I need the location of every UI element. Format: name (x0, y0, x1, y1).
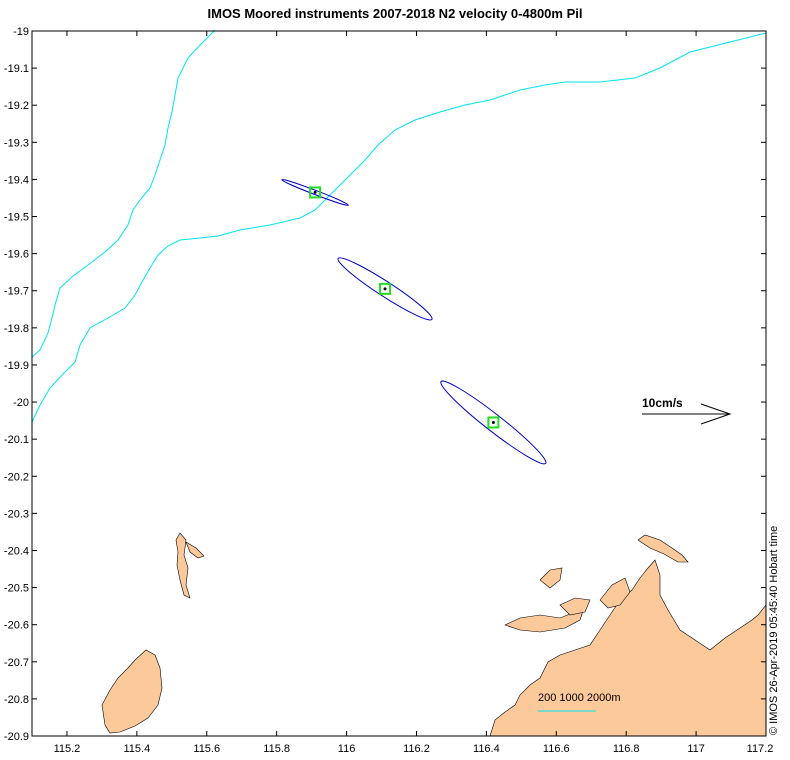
y-tick-label: -19.4 (4, 174, 29, 186)
tidal-ellipse (337, 257, 433, 321)
bathymetry-contours (31, 29, 767, 423)
depth-legend-label: 200 1000 2000m (538, 692, 621, 704)
x-tick-label: 115.6 (193, 743, 220, 755)
land-polygon (599, 577, 631, 609)
y-axis-ticks: -19 -19.1 -19.2 -19.3 -19.4 -19.5 -19.6 -19.7 -1… (4, 26, 766, 743)
mooring-marker[interactable] (309, 186, 322, 199)
x-tick-label: 116.6 (543, 743, 570, 755)
y-tick-label: -19.6 (4, 249, 29, 261)
y-tick-label: -19 (13, 26, 29, 38)
y-tick-label: -20.7 (4, 657, 29, 669)
y-tick-label: -20.6 (4, 620, 29, 632)
y-tick-label: -20.1 (4, 434, 29, 446)
y-tick-label: -19.7 (4, 286, 29, 298)
x-tick-label: 115.8 (263, 743, 290, 755)
depth-legend: 200 1000 2000m (538, 692, 621, 712)
land-polygon (559, 597, 591, 616)
x-tick-label: 116.2 (403, 743, 430, 755)
x-tick-label: 117.2 (747, 743, 774, 755)
velocity-scale: 10cm/s (642, 396, 732, 425)
x-tick-label: 117 (687, 743, 705, 755)
depth-contour-line (31, 32, 767, 423)
y-tick-label: -20.9 (4, 731, 29, 743)
x-tick-label: 116.8 (613, 743, 640, 755)
land-polygon (489, 559, 767, 737)
x-tick-label: 116 (338, 743, 356, 755)
y-tick-label: -20.4 (4, 545, 29, 557)
y-tick-label: -20.5 (4, 583, 29, 595)
plot-frame (31, 30, 767, 737)
x-tick-label: 115.2 (54, 743, 81, 755)
y-tick-label: -19.2 (4, 100, 29, 112)
y-tick-label: -19.5 (4, 212, 29, 224)
y-tick-label: -20.3 (4, 508, 29, 520)
credit-label: © IMOS 26-Apr-2019 05:45:40 Hobart time (768, 526, 780, 735)
land-polygon (101, 649, 163, 734)
tidal-ellipse (281, 178, 349, 206)
map-title: IMOS Moored instruments 2007-2018 N2 vel… (207, 6, 583, 21)
land-polygon (185, 541, 205, 559)
mooring-marker[interactable] (487, 416, 500, 429)
x-axis-ticks: 115.2 115.4 115.6 115.8 116 116.2 116.4 116.6 11… (54, 31, 774, 755)
y-tick-label: -20.8 (4, 694, 29, 706)
y-tick-label: -19.3 (4, 137, 29, 149)
tidal-ellipse (440, 380, 547, 465)
y-tick-label: -19.8 (4, 323, 29, 335)
x-tick-label: 115.4 (123, 743, 150, 755)
y-tick-label: -20.2 (4, 471, 29, 483)
land-polygon (175, 532, 191, 599)
depth-contour-line (31, 29, 216, 358)
mooring-point (491, 420, 495, 424)
y-tick-label: -19.1 (4, 63, 29, 75)
tidal-ellipses (281, 178, 547, 465)
y-tick-label: -20 (13, 397, 29, 409)
mooring-point (313, 190, 317, 194)
x-tick-label: 116.4 (473, 743, 500, 755)
y-tick-label: -19.9 (4, 360, 29, 372)
land-polygon (637, 534, 689, 563)
land-polygon (539, 567, 563, 589)
landmass-layer (101, 532, 767, 737)
mooring-point (383, 287, 387, 291)
velocity-scale-arrow-head (700, 403, 732, 425)
velocity-scale-label: 10cm/s (642, 396, 683, 410)
mooring-marker[interactable] (379, 282, 392, 295)
